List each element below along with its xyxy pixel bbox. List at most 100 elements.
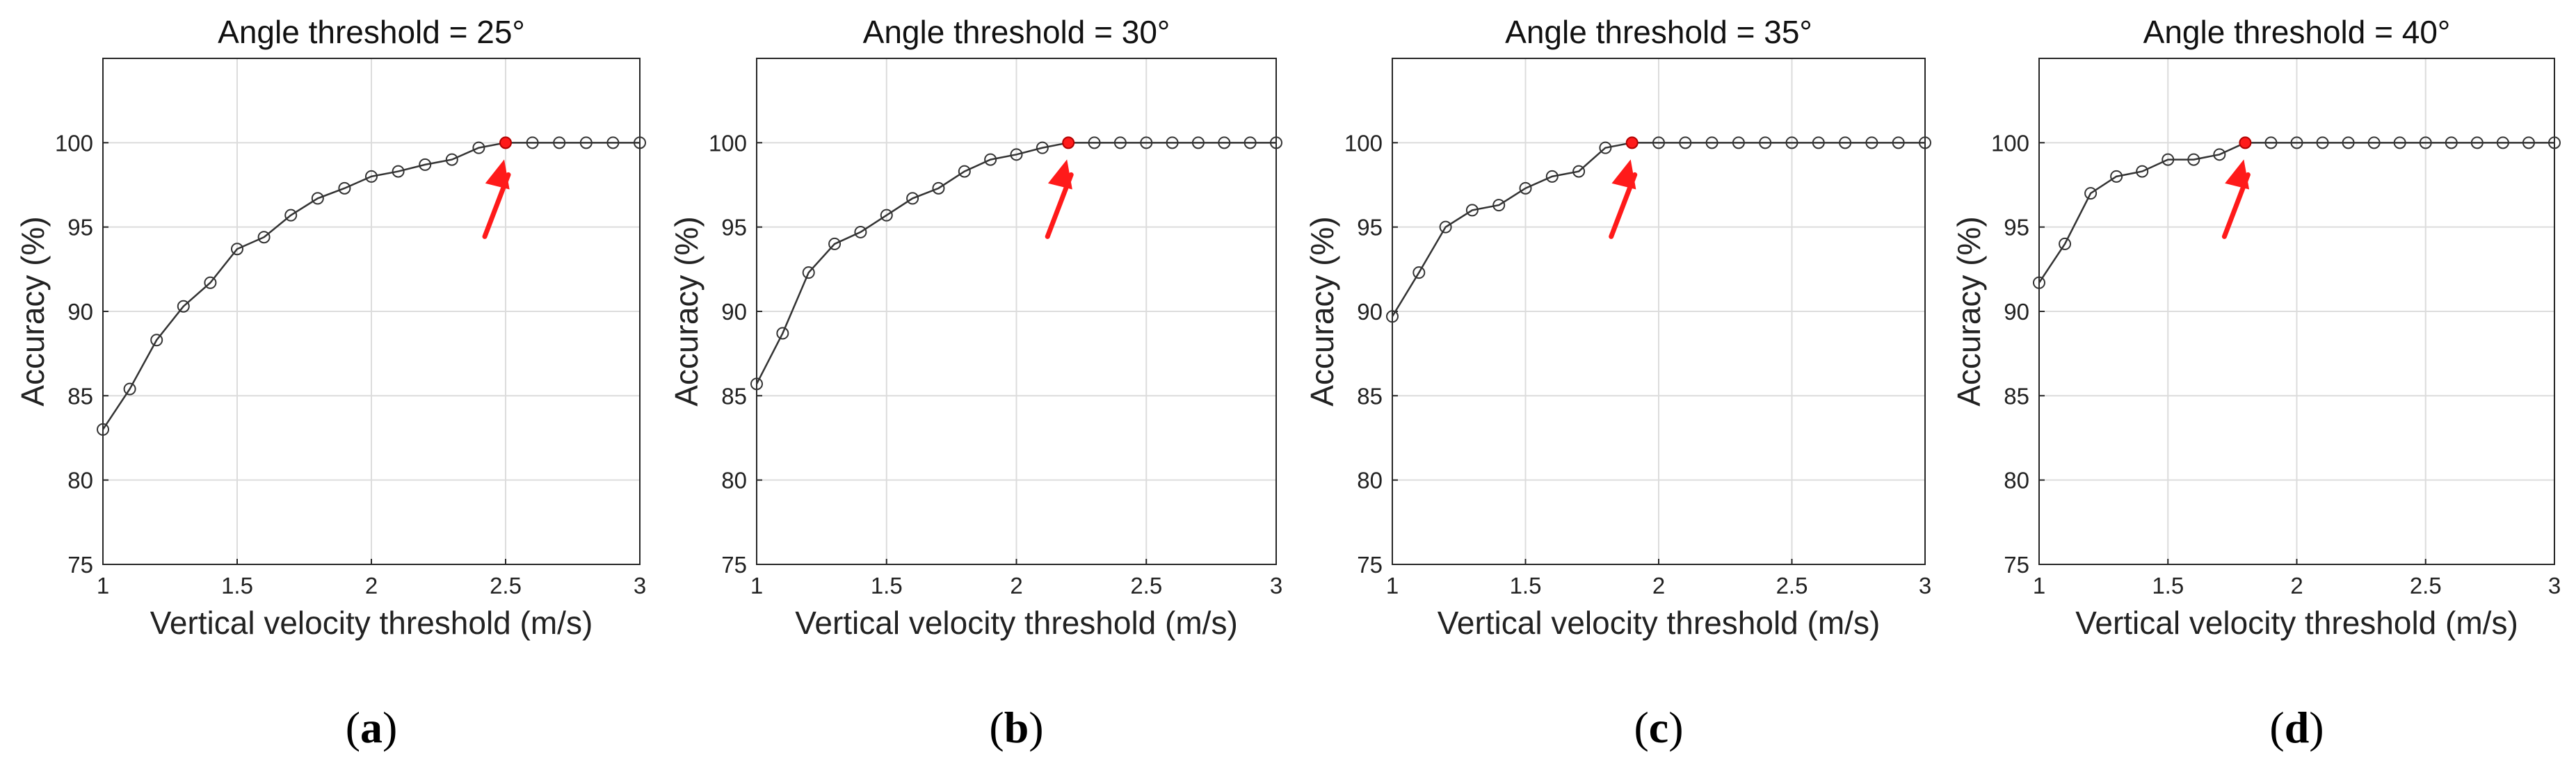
x-tick-label: 3	[2548, 573, 2561, 598]
y-axis-label: Accuracy (%)	[15, 216, 51, 406]
x-tick-label: 1.5	[2152, 573, 2184, 598]
y-tick-label: 95	[2004, 215, 2029, 240]
data-point	[1010, 148, 1023, 161]
data-point	[553, 136, 566, 149]
y-tick-label: 85	[1357, 383, 1383, 409]
chart-title: Angle threshold = 30°	[863, 14, 1170, 50]
x-axis-label: Vertical velocity threshold (m/s)	[2075, 605, 2518, 641]
data-point	[880, 209, 893, 222]
arrow-head	[1047, 159, 1072, 190]
data-point	[802, 266, 815, 279]
data-point	[1705, 136, 1718, 149]
data-point	[1865, 136, 1878, 149]
data-point	[1492, 199, 1506, 212]
x-tick-label: 2	[365, 573, 378, 598]
highlight-arrow	[482, 159, 511, 239]
panel-label: (c)	[1634, 703, 1683, 752]
data-point	[1839, 136, 1852, 149]
data-point	[284, 209, 298, 222]
y-tick-label: 95	[721, 215, 747, 240]
y-tick-label: 100	[1991, 130, 2029, 156]
data-point	[2393, 136, 2406, 149]
data-point	[2084, 187, 2098, 200]
data-point	[1812, 136, 1825, 149]
data-point	[1412, 266, 1426, 279]
x-axis-label: Vertical velocity threshold (m/s)	[795, 605, 1238, 641]
x-tick-label: 1	[97, 573, 109, 598]
chart-title: Angle threshold = 35°	[1505, 14, 1812, 50]
data-point	[526, 136, 539, 149]
y-tick-label: 90	[1357, 299, 1383, 325]
data-point	[2110, 170, 2123, 183]
data-point	[958, 165, 971, 178]
data-point	[1191, 136, 1205, 149]
x-tick-label: 2.5	[2410, 573, 2442, 598]
data-point	[1732, 136, 1745, 149]
y-tick-label: 80	[1357, 468, 1383, 493]
chart-panel-a: 1 1.5 2 2.5 3 75 80 85 90 95 100 Angle threshold = …	[15, 14, 646, 752]
y-tick-label: 85	[67, 383, 93, 409]
y-tick-label: 75	[2004, 552, 2029, 578]
data-point	[2187, 153, 2200, 166]
panel-label: (d)	[2269, 703, 2324, 752]
data-point	[311, 192, 324, 205]
data-point	[1465, 204, 1479, 217]
chart-panel-d: 1 1.5 2 2.5 3 75 80 85 90 95 100 Angle threshold = …	[1951, 14, 2561, 752]
data-point	[1113, 136, 1127, 149]
data-point	[776, 327, 789, 340]
data-point	[419, 158, 432, 171]
data-point	[984, 153, 997, 166]
data-point	[2162, 153, 2175, 166]
data-point	[1519, 181, 1532, 195]
highlight-arrow	[1609, 159, 1638, 239]
data-point	[750, 377, 763, 391]
data-point	[579, 136, 593, 149]
y-tick-label: 80	[67, 468, 93, 493]
y-tick-label: 90	[2004, 299, 2029, 325]
x-tick-label: 2	[2290, 573, 2303, 598]
arrow-head	[2225, 159, 2250, 190]
y-tick-label: 75	[721, 552, 747, 578]
y-tick-label: 80	[2004, 468, 2029, 493]
data-point	[1140, 136, 1153, 149]
data-point	[1386, 310, 1399, 323]
data-point	[1088, 136, 1101, 149]
y-tick-label: 100	[1344, 130, 1383, 156]
y-tick-label: 95	[67, 215, 93, 240]
chart-title: Angle threshold = 40°	[2143, 14, 2451, 50]
data-point	[204, 276, 217, 289]
arrow-head	[1611, 159, 1636, 190]
y-tick-label: 100	[55, 130, 93, 156]
data-point	[2290, 136, 2303, 149]
highlighted-data-point	[1625, 136, 1639, 149]
data-point	[1679, 136, 1692, 149]
data-point	[257, 231, 271, 244]
data-point	[2548, 136, 2561, 149]
data-point	[1652, 136, 1665, 149]
x-tick-label: 1	[750, 573, 763, 598]
series-line	[1391, 142, 1925, 317]
y-axis-label: Accuracy (%)	[668, 216, 705, 406]
data-point	[1218, 136, 1231, 149]
y-axis-label: Accuracy (%)	[1304, 216, 1340, 406]
data-point	[606, 136, 620, 149]
x-axis-label: Vertical velocity threshold (m/s)	[150, 605, 593, 641]
chart-panel-c: 1 1.5 2 2.5 3 75 80 85 90 95 100 Angle threshold = …	[1304, 14, 1931, 752]
x-tick-label: 2.5	[1776, 573, 1808, 598]
x-tick-label: 2	[1652, 573, 1665, 598]
data-point	[1785, 136, 1798, 149]
highlighted-data-point	[499, 136, 512, 149]
data-point	[1892, 136, 1905, 149]
x-axis-label: Vertical velocity threshold (m/s)	[1438, 605, 1881, 641]
y-tick-label: 80	[721, 468, 747, 493]
data-point	[2033, 276, 2045, 289]
x-tick-label: 1.5	[871, 573, 903, 598]
y-tick-label: 100	[709, 130, 747, 156]
data-point	[1243, 136, 1257, 149]
x-tick-label: 2.5	[1130, 573, 1162, 598]
data-point	[1439, 220, 1452, 234]
chart-title: Angle threshold = 25°	[218, 14, 525, 50]
data-point	[365, 170, 378, 183]
y-tick-label: 85	[2004, 383, 2029, 409]
y-tick-label: 75	[1357, 552, 1383, 578]
